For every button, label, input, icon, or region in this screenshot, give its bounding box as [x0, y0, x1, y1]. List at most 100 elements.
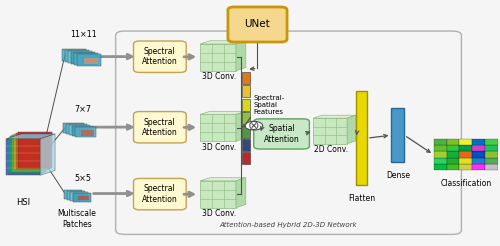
- Text: Spectral
Attention: Spectral Attention: [142, 184, 178, 204]
- Polygon shape: [68, 51, 92, 63]
- Polygon shape: [69, 53, 84, 59]
- Polygon shape: [72, 54, 86, 60]
- Text: 3D Conv.: 3D Conv.: [202, 72, 236, 81]
- Text: 5×5: 5×5: [75, 174, 92, 183]
- Bar: [446, 158, 460, 164]
- Bar: [472, 164, 486, 170]
- Bar: [472, 145, 486, 152]
- Bar: [472, 139, 486, 145]
- Bar: [434, 164, 446, 170]
- Polygon shape: [236, 111, 246, 141]
- Bar: [460, 152, 472, 158]
- Text: Classification: Classification: [440, 179, 492, 188]
- Bar: [446, 145, 460, 152]
- Polygon shape: [71, 52, 95, 64]
- Text: 11×11: 11×11: [70, 31, 96, 39]
- Bar: [486, 158, 498, 164]
- Bar: [242, 125, 250, 138]
- Polygon shape: [69, 125, 90, 135]
- Bar: [472, 152, 486, 158]
- Polygon shape: [70, 193, 80, 198]
- Bar: [392, 108, 404, 162]
- Bar: [486, 164, 498, 170]
- Polygon shape: [72, 127, 85, 133]
- Text: Spectral
Attention: Spectral Attention: [142, 47, 178, 66]
- Polygon shape: [76, 195, 86, 200]
- Polygon shape: [77, 54, 100, 66]
- Polygon shape: [81, 130, 94, 136]
- Polygon shape: [236, 178, 246, 208]
- Polygon shape: [314, 118, 347, 144]
- Text: Spectral-
Spatial
Features: Spectral- Spatial Features: [254, 95, 285, 115]
- Bar: [486, 145, 498, 152]
- Bar: [434, 145, 446, 152]
- Polygon shape: [72, 126, 93, 136]
- Bar: [460, 139, 472, 145]
- Bar: [486, 152, 498, 158]
- Polygon shape: [14, 134, 48, 170]
- FancyBboxPatch shape: [134, 112, 186, 143]
- Bar: [356, 91, 367, 185]
- Bar: [446, 152, 460, 158]
- Polygon shape: [347, 115, 356, 144]
- Polygon shape: [63, 123, 84, 133]
- Text: 3D Conv.: 3D Conv.: [202, 143, 236, 152]
- FancyBboxPatch shape: [134, 41, 186, 72]
- Polygon shape: [73, 193, 91, 202]
- Bar: [472, 158, 486, 164]
- Polygon shape: [62, 49, 86, 61]
- Bar: [446, 164, 460, 170]
- Bar: [434, 139, 446, 145]
- Bar: [242, 85, 250, 97]
- Polygon shape: [8, 138, 42, 174]
- Polygon shape: [314, 115, 356, 118]
- Text: 3D Conv.: 3D Conv.: [202, 209, 236, 218]
- Text: HSI: HSI: [16, 198, 30, 207]
- Bar: [486, 139, 498, 145]
- Bar: [242, 152, 250, 164]
- Polygon shape: [6, 139, 40, 175]
- Polygon shape: [75, 55, 90, 61]
- Polygon shape: [81, 57, 96, 63]
- Polygon shape: [67, 191, 85, 200]
- Polygon shape: [69, 126, 82, 132]
- Text: Multiscale
Patches: Multiscale Patches: [58, 209, 96, 229]
- Polygon shape: [65, 50, 89, 62]
- Bar: [434, 158, 446, 164]
- Polygon shape: [70, 192, 88, 201]
- Bar: [242, 112, 250, 124]
- Polygon shape: [78, 196, 89, 200]
- Polygon shape: [200, 44, 236, 71]
- Polygon shape: [200, 111, 246, 114]
- Bar: [460, 164, 472, 170]
- Polygon shape: [10, 136, 44, 173]
- Text: ⊗: ⊗: [248, 119, 260, 133]
- Polygon shape: [200, 41, 246, 44]
- Polygon shape: [200, 181, 236, 208]
- Bar: [242, 139, 250, 151]
- FancyBboxPatch shape: [228, 7, 287, 42]
- Polygon shape: [78, 129, 90, 135]
- Polygon shape: [66, 124, 87, 134]
- Text: Dense: Dense: [386, 171, 410, 180]
- Polygon shape: [75, 127, 96, 137]
- Polygon shape: [64, 190, 82, 199]
- Polygon shape: [6, 134, 55, 139]
- Polygon shape: [200, 178, 246, 181]
- Text: 2D Conv.: 2D Conv.: [314, 145, 348, 154]
- Polygon shape: [16, 133, 50, 169]
- Polygon shape: [236, 41, 246, 71]
- FancyBboxPatch shape: [134, 178, 186, 210]
- Bar: [434, 152, 446, 158]
- Polygon shape: [72, 194, 83, 199]
- Polygon shape: [18, 132, 52, 168]
- Polygon shape: [200, 114, 236, 141]
- Polygon shape: [12, 135, 46, 172]
- Polygon shape: [75, 128, 88, 134]
- Polygon shape: [74, 53, 98, 65]
- Bar: [242, 99, 250, 111]
- Text: Spatial
Attention: Spatial Attention: [264, 124, 300, 144]
- Text: Flatten: Flatten: [348, 194, 375, 203]
- Polygon shape: [78, 56, 92, 62]
- Polygon shape: [40, 134, 55, 175]
